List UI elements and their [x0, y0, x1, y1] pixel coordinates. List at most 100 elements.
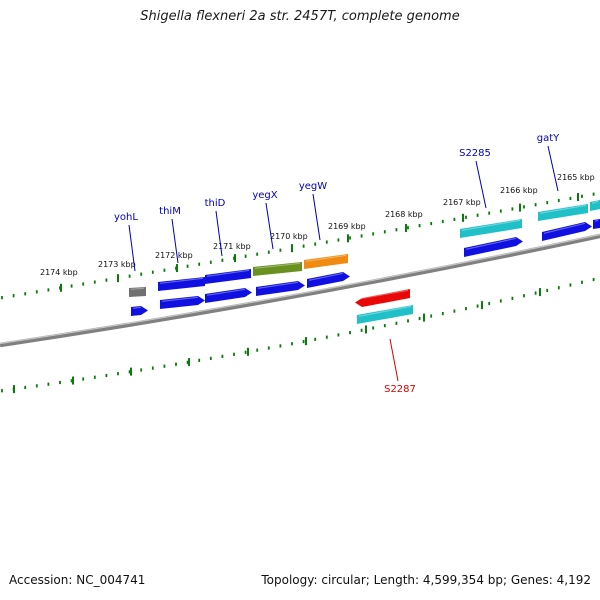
gene-S2287-annot: [357, 305, 413, 324]
lower-minor-tick: [337, 333, 340, 337]
upper-minor-tick: [256, 252, 259, 256]
upper-minor-tick: [372, 232, 375, 236]
upper-major-tick: [577, 193, 579, 202]
lower-major-tick: [13, 385, 15, 394]
upper-minor-tick: [12, 294, 15, 298]
lower-minor-tick: [256, 348, 259, 352]
lower-minor-tick: [476, 304, 479, 308]
lower-major-tick: [365, 325, 367, 334]
lower-minor-tick: [349, 331, 351, 335]
upper-minor-tick: [592, 192, 595, 196]
lower-minor-tick: [209, 356, 212, 360]
upper-major-tick: [60, 283, 62, 292]
lower-minor-tick: [221, 354, 224, 358]
lower-minor-tick: [383, 324, 386, 328]
lower-minor-tick: [244, 350, 247, 354]
gene-S2285-annot: [460, 219, 522, 238]
gene-yegW-annot: [304, 254, 348, 269]
lower-minor-tick: [465, 307, 467, 311]
tick-label: 2174 kbp: [40, 268, 78, 277]
upper-minor-tick: [140, 272, 143, 276]
upper-minor-tick: [337, 238, 340, 242]
gene-yegW-annot-highlight: [305, 254, 347, 262]
gene-label-layer: yohL thiM thiD yegX yegW S2285 gatY S2287: [114, 133, 560, 395]
lower-minor-tick: [70, 379, 73, 383]
lower-minor-tick: [267, 346, 270, 350]
gene-yegX-annot: [253, 262, 302, 276]
upper-minor-tick: [24, 292, 27, 296]
lower-minor-tick: [430, 314, 433, 318]
lower-minor-tick: [581, 280, 583, 284]
upper-minor-tick: [47, 288, 50, 292]
gene-label-yegW: yegW: [299, 181, 327, 192]
lower-minor-tick: [407, 319, 409, 323]
gene-gatY-annot-highlight: [539, 204, 587, 214]
upper-minor-tick: [407, 226, 409, 230]
upper-minor-tick: [279, 248, 282, 252]
gene-S2285-cds-highlight: [465, 237, 517, 250]
lower-major-tick: [130, 367, 132, 376]
gene-S2285-cds: [464, 237, 523, 257]
upper-major-tick: [519, 203, 521, 212]
gene-label-S2285: S2285: [459, 148, 491, 159]
upper-minor-tick: [93, 280, 96, 284]
lower-minor-tick: [151, 366, 154, 370]
lower-minor-tick: [233, 352, 235, 356]
gene-label-S2287: S2287: [384, 384, 416, 395]
upper-major-tick: [462, 213, 464, 222]
tick-label-layer: 2174 kbp 2173 kbp 2172 kbp 2171 kbp 2170 kbp…: [40, 173, 595, 277]
upper-major-tick: [405, 224, 407, 233]
upper-minor-tick: [198, 262, 201, 266]
gene-label-yohL: yohL: [114, 212, 138, 223]
gene-gatY-cds-highlight: [543, 222, 586, 234]
upper-minor-tick: [267, 250, 270, 254]
map-title: Shigella flexneri 2a str. 2457T, complet…: [140, 9, 460, 24]
upper-major-tick: [117, 274, 119, 283]
upper-minor-tick: [418, 224, 421, 228]
lower-minor-tick: [140, 368, 143, 372]
gene-edge-annot-highlight: [591, 200, 599, 204]
gene-label-yegX: yegX: [252, 190, 277, 201]
lower-major-tick: [305, 337, 307, 346]
gene-yegW-cds-highlight: [308, 272, 344, 281]
lower-minor-tick: [186, 360, 189, 364]
gene-yegX-cds-highlight: [257, 281, 299, 289]
gene-S2287-annot-highlight: [358, 305, 412, 317]
gene-label-thiD: thiD: [205, 198, 226, 209]
lower-minor-tick: [302, 339, 305, 344]
lower-minor-tick: [372, 326, 375, 330]
lower-major-tick: [539, 288, 541, 297]
tick-label: 2167 kbp: [443, 198, 481, 207]
tick-label: 2170 kbp: [270, 232, 308, 241]
upper-minor-tick: [35, 290, 38, 294]
gene-thiM-annot: [158, 277, 205, 291]
gene-gatY-annot: [538, 204, 588, 221]
lower-minor-tick: [488, 301, 491, 306]
gene-yohL-cds-highlight: [132, 306, 142, 309]
upper-minor-tick: [534, 203, 537, 207]
lower-minor-tick: [441, 312, 444, 316]
upper-minor-tick: [209, 260, 212, 264]
tick-label: 2165 kbp: [557, 173, 595, 182]
gene-thiD-annot: [205, 269, 251, 284]
gene-leader-thiD: [215, 210, 223, 257]
lower-major-tick: [423, 313, 425, 322]
upper-minor-tick: [82, 282, 85, 286]
upper-minor-tick: [151, 270, 154, 274]
lower-major-tick: [72, 376, 74, 385]
tick-label: 2172 kbp: [155, 251, 193, 260]
upper-minor-tick: [523, 205, 525, 209]
lower-minor-tick: [453, 309, 456, 313]
gene-yohL-annot-highlight: [130, 287, 145, 290]
lower-minor-tick: [24, 385, 27, 390]
gene-yohL-annot: [129, 287, 146, 297]
upper-minor-tick: [488, 211, 491, 215]
upper-major-tick: [347, 234, 349, 243]
upper-minor-tick: [360, 234, 363, 238]
upper-minor-tick: [465, 215, 467, 219]
gene-thiD-cds: [205, 288, 252, 303]
lower-major-tick: [247, 347, 249, 356]
upper-major-tick: [234, 254, 236, 263]
lower-minor-tick: [279, 344, 282, 348]
upper-minor-tick: [557, 198, 560, 203]
